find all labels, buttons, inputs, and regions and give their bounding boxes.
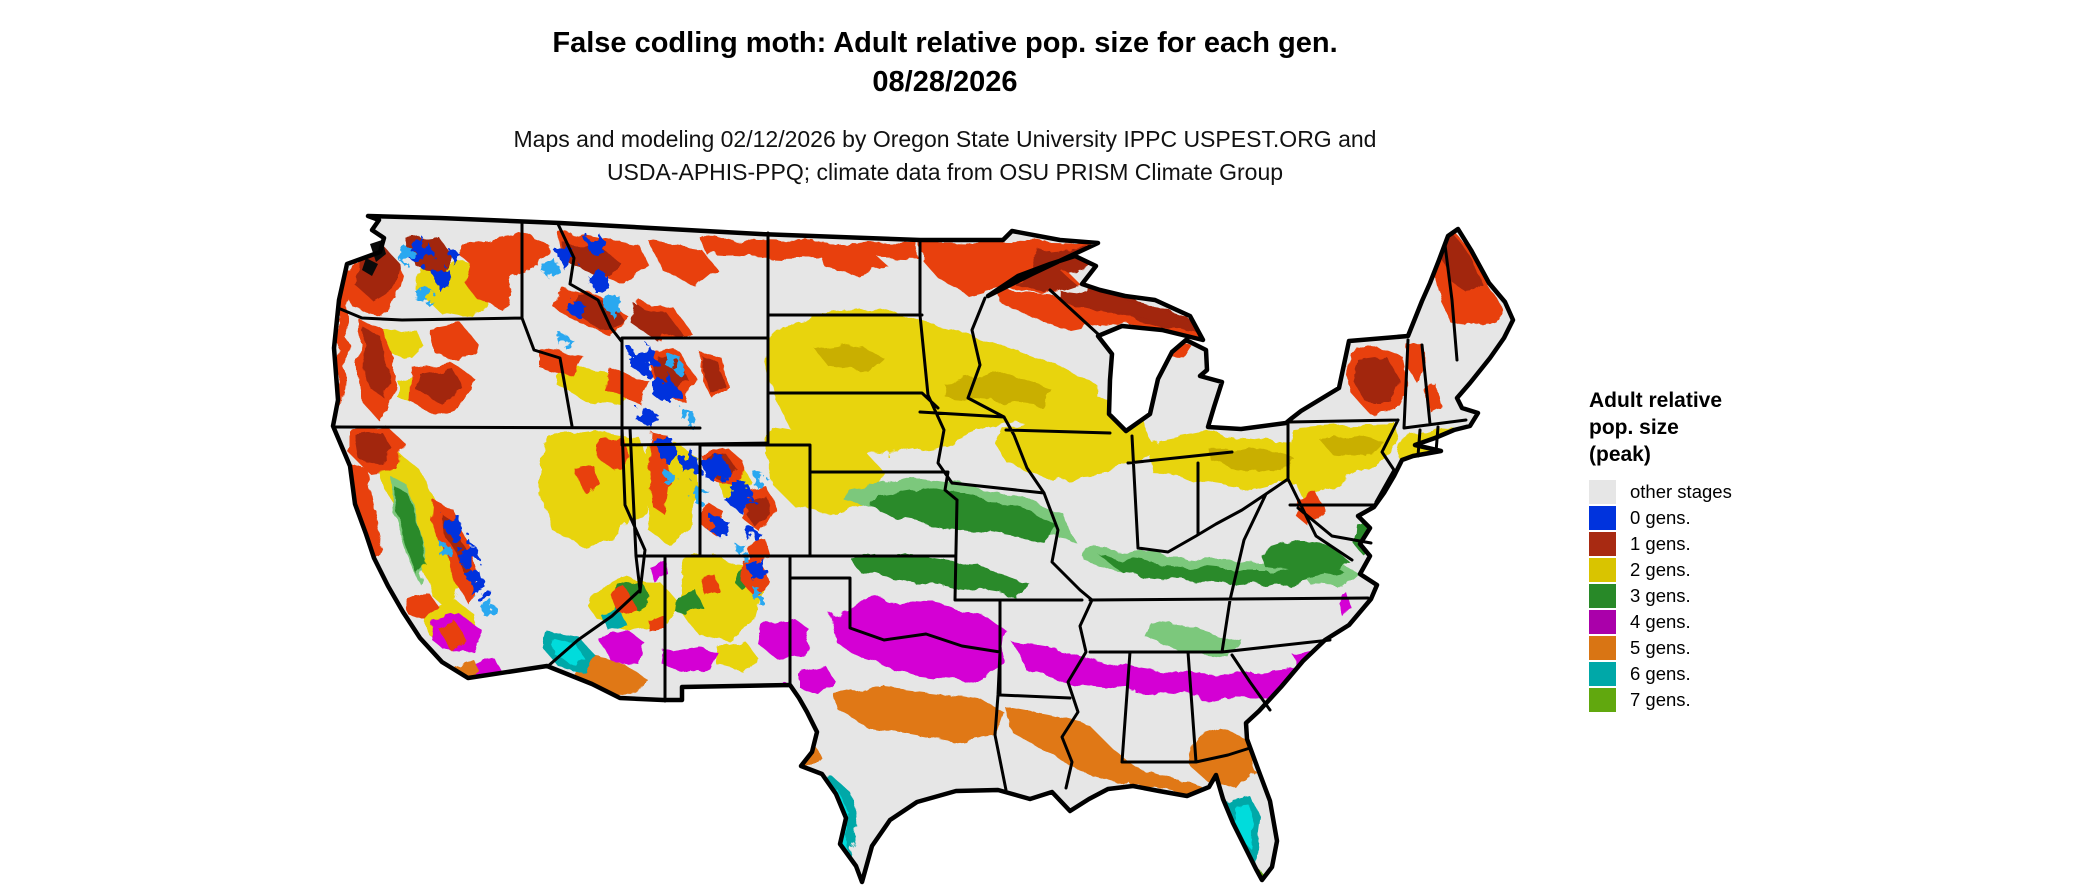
figure-subtitle: Maps and modeling 02/12/2026 by Oregon S… [0,123,1890,189]
figure-header: False codling moth: Adult relative pop. … [0,24,1890,189]
legend-row-1-gens: 1 gens. [1589,531,1889,557]
legend-swatch-0-gens [1589,506,1616,530]
legend-row-4-gens: 4 gens. [1589,609,1889,635]
legend-label-0-gens: 0 gens. [1630,507,1691,528]
legend-swatch-3-gens [1589,584,1616,608]
legend-title: Adult relative pop. size (peak) [1589,387,1889,468]
legend-swatch-7-gens [1589,688,1616,712]
legend-title-line1: Adult relative [1589,389,1723,412]
map-legend: Adult relative pop. size (peak) other st… [1589,387,1889,713]
legend-swatch-other-stages [1589,480,1616,504]
legend-row-6-gens: 6 gens. [1589,661,1889,687]
legend-label-4-gens: 4 gens. [1630,611,1691,632]
map-layer-4-gens-magenta [430,560,1354,752]
legend-items: other stages 0 gens. 1 gens. 2 gens. 3 g… [1589,479,1889,713]
figure-title-date: 08/28/2026 [872,66,1018,98]
figure-subtitle-line1: Maps and modeling 02/12/2026 by Oregon S… [513,126,1377,152]
legend-row-0-gens: 0 gens. [1589,505,1889,531]
figure-title-line1: False codling moth: Adult relative pop. … [552,27,1338,59]
legend-swatch-5-gens [1589,636,1616,660]
legend-swatch-2-gens [1589,558,1616,582]
map-layer-0-gens-blue [410,234,766,598]
legend-title-line2: pop. size [1589,416,1679,439]
legend-row-3-gens: 3 gens. [1589,583,1889,609]
legend-row-7-gens: 7 gens. [1589,687,1889,713]
legend-label-5-gens: 5 gens. [1630,637,1691,658]
legend-row-other-stages: other stages [1589,479,1889,505]
legend-row-5-gens: 5 gens. [1589,635,1889,661]
legend-label-other-stages: other stages [1630,481,1732,502]
legend-swatch-1-gens [1589,532,1616,556]
state-borders [332,220,1468,792]
map-layer-3-gens-green [394,486,1372,618]
map-layer-1-gens-red [334,230,1502,652]
legend-label-2-gens: 2 gens. [1630,559,1691,580]
legend-label-1-gens: 1 gens. [1630,533,1691,554]
map-layer-2-gens-dark-accents [816,344,1384,472]
legend-label-7-gens: 7 gens. [1630,689,1691,710]
legend-swatch-6-gens [1589,662,1616,686]
legend-title-line3: (peak) [1589,443,1651,466]
figure-subtitle-line2: USDA-APHIS-PPQ; climate data from OSU PR… [606,159,1284,185]
legend-row-2-gens: 2 gens. [1589,557,1889,583]
legend-swatch-4-gens [1589,610,1616,634]
legend-label-6-gens: 6 gens. [1630,663,1691,684]
legend-label-3-gens: 3 gens. [1630,585,1691,606]
map-layer-0-gens-light-blue [398,246,766,616]
